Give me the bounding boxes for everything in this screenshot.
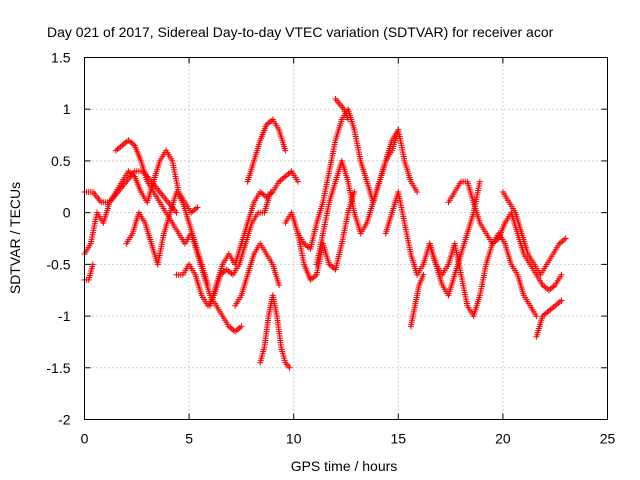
data-point-9 — [286, 364, 293, 371]
y-axis-label: SDTVAR / TECUs — [7, 182, 23, 294]
x-tick-label: 20 — [495, 431, 511, 447]
data-point-18 — [558, 271, 565, 278]
y-tick-label: 1 — [63, 101, 71, 117]
data-point-19 — [562, 235, 569, 242]
data-point-15 — [476, 178, 483, 185]
data-point-8 — [282, 147, 289, 154]
x-tick-label: 10 — [286, 431, 302, 447]
data-point-12 — [395, 126, 402, 133]
data-point-14 — [351, 188, 358, 195]
chart-title: Day 021 of 2017, Sidereal Day-to-day VTE… — [47, 24, 554, 40]
x-tick-label: 15 — [391, 431, 407, 447]
plot-frame — [84, 57, 608, 420]
data-point-1 — [173, 209, 180, 216]
data-marks — [81, 95, 569, 371]
y-tick-label: -2 — [58, 412, 71, 428]
y-tick-label: -1.5 — [46, 360, 70, 376]
data-point-20 — [558, 297, 565, 304]
data-point-7 — [294, 178, 301, 185]
data-point-2 — [194, 204, 201, 211]
data-point-13 — [345, 116, 352, 123]
data-point-4 — [238, 323, 245, 330]
y-tick-label: -0.5 — [46, 256, 70, 272]
data-point-16 — [420, 271, 427, 278]
data-point-5 — [204, 282, 211, 289]
y-tick-label: 0.5 — [51, 153, 71, 169]
y-tick-label: 1.5 — [51, 50, 71, 66]
data-point-10 — [276, 282, 283, 289]
data-point-11 — [414, 188, 421, 195]
data-point-3 — [89, 261, 96, 268]
y-tick-label: -1 — [58, 308, 71, 324]
x-tick-label: 25 — [600, 431, 616, 447]
y-tick-label: 0 — [63, 205, 71, 221]
tick-labels: 0 5 10 15 20 25 1.5 1 0.5 0 -0.5 -1 -1.5 -2 — [46, 50, 615, 447]
x-tick-label: 0 — [81, 431, 89, 447]
x-tick-label: 5 — [185, 431, 193, 447]
data-point-17 — [533, 313, 540, 320]
x-axis-label: GPS time / hours — [291, 458, 398, 474]
